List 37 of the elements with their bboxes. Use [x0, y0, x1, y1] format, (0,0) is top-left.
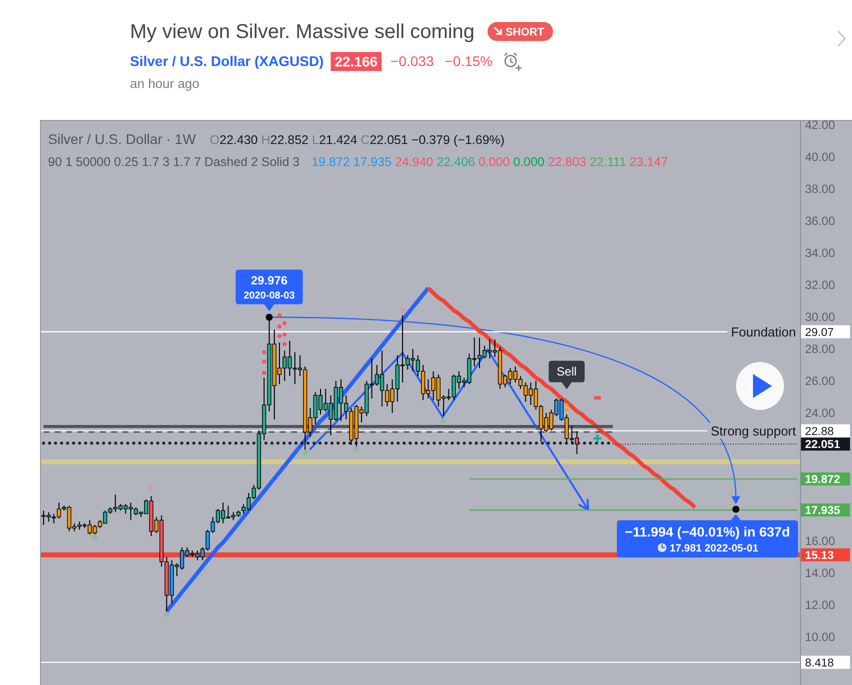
- y-tick-label: 8.418: [805, 657, 834, 670]
- annotation: Silver / U.S. Dollar · 1W: [48, 131, 197, 147]
- y-tick-label: 10.00: [805, 630, 836, 644]
- text: an hour ago: [130, 76, 200, 91]
- y-tick-label: 15.13: [805, 550, 834, 562]
- y-tick-label: 29.07: [805, 326, 834, 339]
- text: −0.15%: [444, 53, 493, 69]
- ref-line-label: Foundation: [730, 324, 796, 340]
- y-tick-label: 19.872: [805, 474, 840, 486]
- annotation: Sell: [556, 364, 577, 379]
- y-tick-label: 38.00: [805, 182, 836, 196]
- chart-title: My view on Silver. Massive sell coming: [130, 21, 475, 43]
- text: −0.033: [390, 53, 434, 69]
- y-tick-label: 30.00: [805, 310, 836, 324]
- text: SHORT: [506, 26, 544, 38]
- y-tick-label: 28.00: [805, 342, 836, 356]
- y-tick-label: 26.00: [805, 374, 836, 388]
- y-tick-label: 22.051: [805, 439, 841, 452]
- text: O22.430 H22.852 L21.424 C22.051 −0.379 (−1.69%): [210, 133, 505, 147]
- y-tick-label: 22.88: [805, 426, 834, 438]
- y-tick-label: 17.935: [805, 505, 841, 518]
- y-tick-label: 12.00: [805, 598, 836, 612]
- y-tick-label: 34.00: [805, 246, 836, 260]
- y-tick-label: 42.00: [805, 118, 836, 132]
- annotation: 90 1 50000 0.25 1.7 3 1.7 7 Dashed 2 Solid 3: [48, 155, 300, 169]
- y-tick-label: 16.00: [805, 534, 836, 548]
- y-tick-label: 14.00: [805, 566, 836, 580]
- annotation: −11.994 (−40.01%) in 637d 17.981 2022-05-01: [624, 524, 790, 554]
- y-tick-label: 36.00: [805, 214, 836, 228]
- y-tick-label: 40.00: [805, 150, 836, 164]
- text: 22.166: [334, 54, 378, 70]
- chart-subtitle: Silver / U.S. Dollar (XAGUSD): [130, 53, 324, 69]
- annotation: 29.976 2020-08-03: [244, 274, 296, 302]
- y-tick-label: 24.00: [805, 406, 836, 420]
- ref-line-label: Strong support: [710, 423, 796, 438]
- y-tick-label: 32.00: [805, 278, 836, 292]
- text: 19.872 17.935 24.940 22.406 0.000 0.000 22.803 22.111 23.147: [312, 155, 668, 169]
